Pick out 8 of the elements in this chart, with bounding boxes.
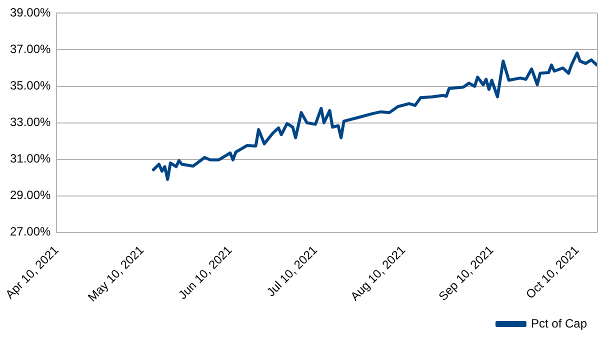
y-tick-label: 29.00% [10,188,52,202]
y-tick-label: 37.00% [10,42,52,56]
y-tick-label: 27.00% [10,224,52,239]
y-tick-label: 33.00% [10,115,52,130]
y-tick-label: 39.00% [10,6,52,20]
y-tick-label: 35.00% [10,78,52,93]
legend-label: Pct of Cap [530,316,588,330]
y-tick-label: 31.00% [10,152,52,166]
